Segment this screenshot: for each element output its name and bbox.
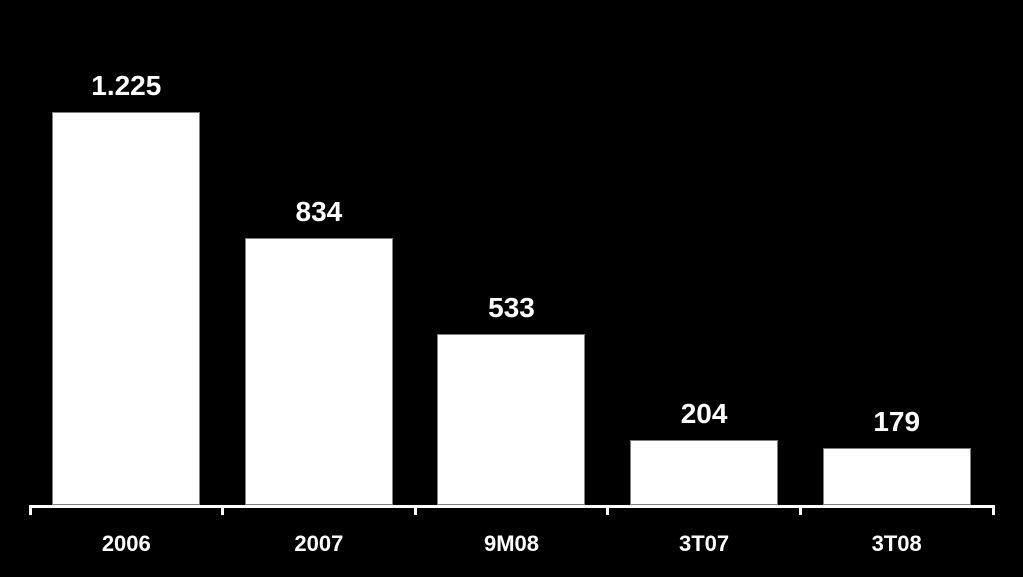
bar: [823, 448, 971, 505]
x-axis-labels: 200620079M083T073T08: [30, 531, 993, 557]
bar-slot: 1.225: [30, 40, 222, 505]
bar-value-label: 179: [705, 406, 1023, 438]
x-axis-tick: [221, 505, 224, 515]
x-axis-label: 2007: [223, 531, 415, 557]
plot-area: 1.225834533204179: [30, 40, 993, 505]
bar-chart: 1.225834533204179 200620079M083T073T08: [0, 0, 1023, 577]
bar-slot: 533: [415, 40, 607, 505]
bar: [52, 112, 200, 505]
x-axis-tick: [414, 505, 417, 515]
bar-slot: 179: [801, 40, 993, 505]
x-axis-label: 2006: [30, 531, 222, 557]
x-axis-tick: [29, 505, 32, 515]
x-axis-label: 9M08: [415, 531, 607, 557]
x-axis-line: [30, 505, 993, 508]
bar-slot: 834: [223, 40, 415, 505]
x-axis-label: 3T07: [608, 531, 800, 557]
x-axis-label: 3T08: [801, 531, 993, 557]
x-axis-tick: [606, 505, 609, 515]
bar: [630, 440, 778, 505]
x-axis-tick: [799, 505, 802, 515]
bars-row: 1.225834533204179: [30, 40, 993, 505]
x-axis-tick: [992, 505, 995, 515]
bar: [245, 238, 393, 505]
